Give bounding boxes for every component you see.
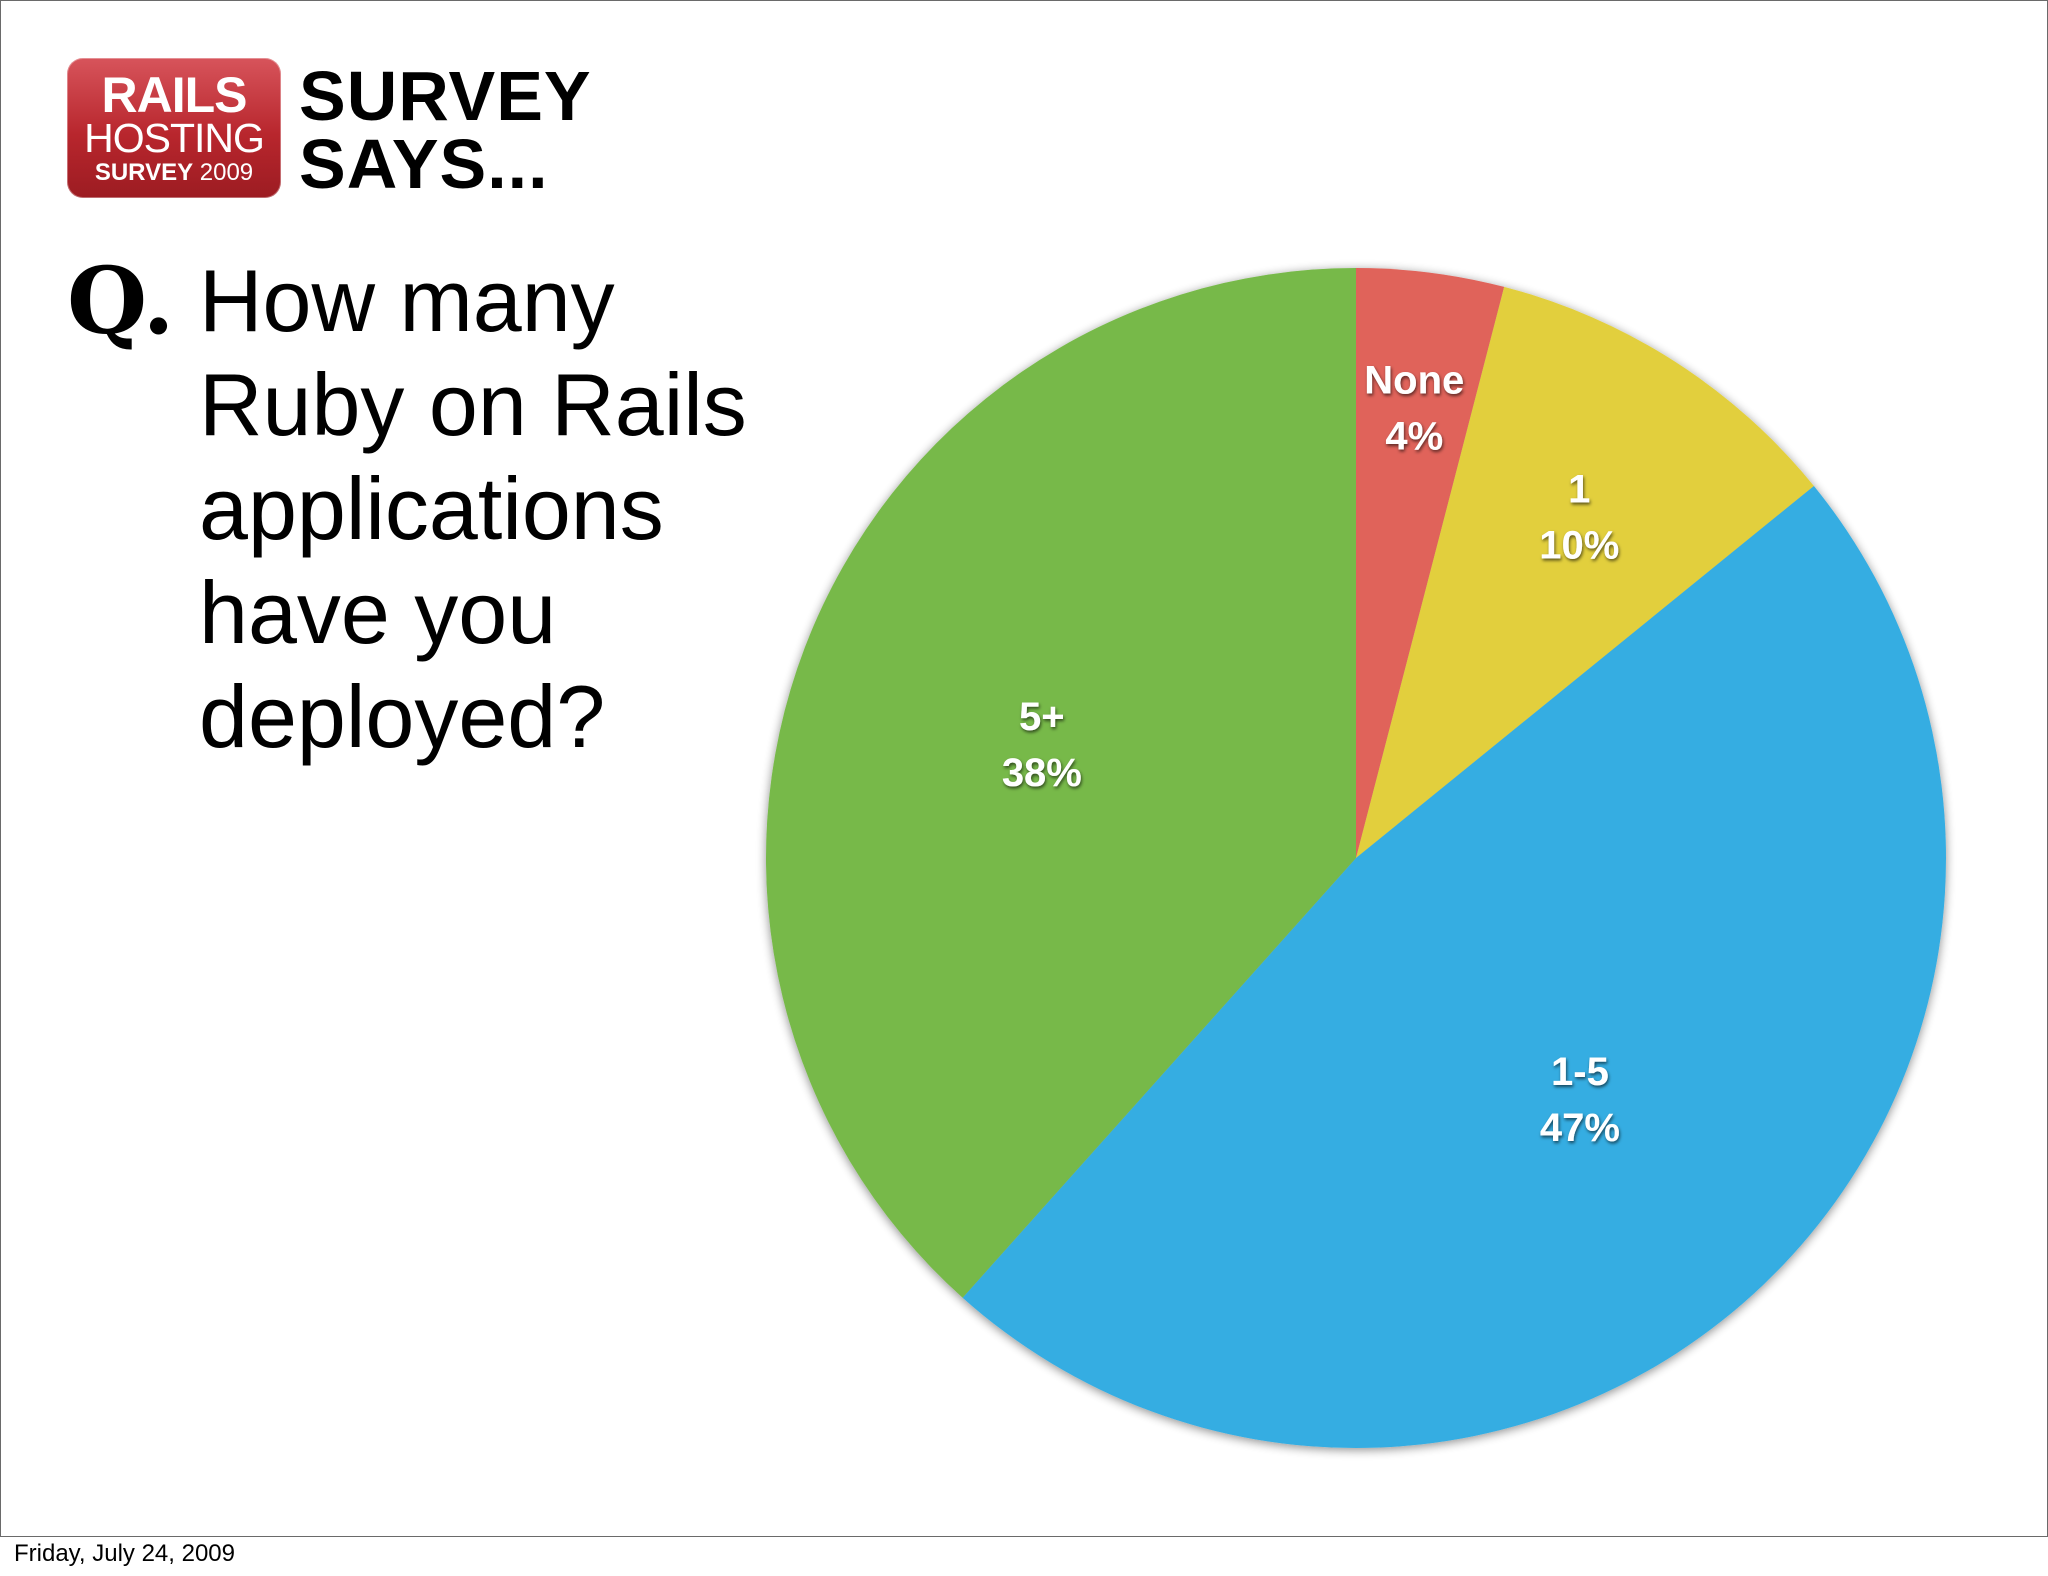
slice-category-label: 1-5 [1551, 1050, 1609, 1094]
headline-survey: SURVEY [299, 57, 592, 135]
slice-category-label: None [1364, 359, 1464, 403]
pie-slice-1-5 [962, 485, 1946, 1448]
rails-hosting-survey-logo: RAILS HOSTING SURVEY 2009 [67, 58, 281, 198]
pie-labels: None 4%1 10%1-5 47%5+ 38% [1002, 359, 1620, 1150]
slice-percent-label: 47% [1540, 1106, 1620, 1150]
slice-category-label: 5+ [1019, 695, 1065, 739]
logo-line-hosting: HOSTING [84, 115, 265, 161]
slice-label-None: None 4% [1364, 359, 1464, 459]
pie-slice-1 [1356, 286, 1814, 858]
slice-percent-label: 38% [1002, 751, 1082, 795]
slice-label-1: 1 10% [1539, 468, 1619, 568]
slide: RAILS HOSTING SURVEY 2009 SURVEY SAYS...… [0, 0, 2048, 1537]
slice-percent-label: 10% [1539, 524, 1619, 568]
pie-slice-5+ [766, 267, 1356, 1298]
slice-label-5+: 5+ 38% [1002, 695, 1082, 795]
slice-percent-label: 4% [1385, 415, 1443, 459]
footer-date: Friday, July 24, 2009 [14, 1540, 236, 1567]
logo-year: 2009 [199, 159, 254, 186]
pie-slices [766, 267, 1946, 1448]
logo-line-rails: RAILS [101, 67, 248, 123]
question-text: How many Ruby on Rails applications have… [199, 251, 747, 766]
pie-chart: None 4%1 10%1-5 47%5+ 38% [766, 267, 1946, 1448]
pie-slice-None [1356, 268, 1505, 858]
slice-category-label: 1 [1568, 468, 1590, 512]
logo-survey-word: SURVEY [94, 159, 194, 186]
logo-line-survey: SURVEY 2009 [67, 158, 281, 188]
slice-label-1-5: 1-5 47% [1540, 1050, 1620, 1150]
question-marker: Q. [67, 247, 175, 355]
headline-says: SAYS... [299, 125, 549, 203]
